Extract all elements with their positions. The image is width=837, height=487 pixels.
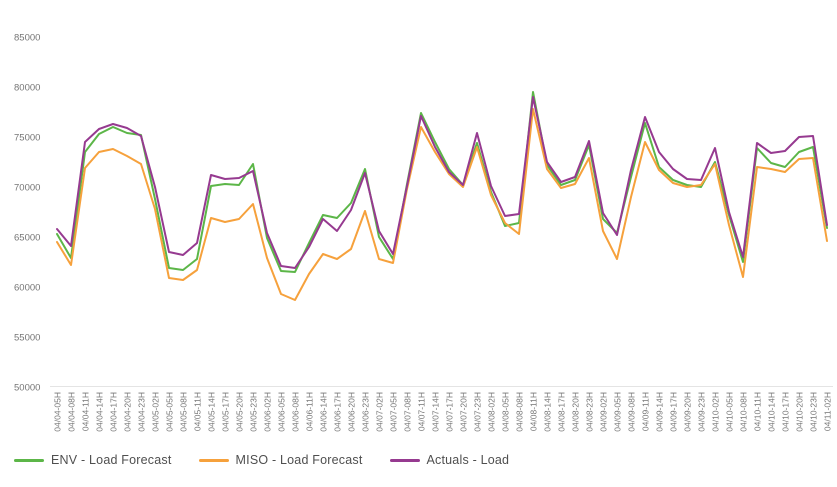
chart-legend: ENV - Load Forecast MISO - Load Forecast… <box>14 453 509 467</box>
x-axis-tick-label: 04/08-08H <box>515 392 525 432</box>
x-axis-tick-label: 04/04-17H <box>109 392 119 432</box>
x-axis-tick-label: 04/10-17H <box>781 392 791 432</box>
legend-label: Actuals - Load <box>426 453 510 467</box>
y-axis-tick-label: 70000 <box>14 183 40 194</box>
x-axis-tick-label: 04/09-14H <box>655 392 665 432</box>
legend-line-swatch-orange <box>198 458 229 462</box>
x-axis-tick-label: 04/05-23H <box>249 392 259 432</box>
x-axis-tick-label: 04/08-02H <box>487 392 497 432</box>
x-axis-tick-label: 04/08-20H <box>571 392 581 432</box>
x-axis-tick-label: 04/04-20H <box>123 392 133 432</box>
x-axis-tick-label: 04/06-05H <box>277 392 287 432</box>
legend-item-actuals-load[interactable]: Actuals - Load <box>389 453 510 467</box>
x-axis-tick-label: 04/09-05H <box>613 392 623 432</box>
x-axis-tick-label: 04/05-20H <box>235 392 245 432</box>
x-axis-tick-label: 04/08-11H <box>529 392 539 431</box>
x-axis-tick-label: 04/05-14H <box>207 392 217 432</box>
legend-label: MISO - Load Forecast <box>235 453 363 467</box>
x-axis-tick-label: 04/08-23H <box>585 392 595 432</box>
y-axis-tick-label: 50000 <box>14 383 40 394</box>
x-axis-tick-label: 04/08-14H <box>543 392 553 432</box>
x-axis-tick-label: 04/07-11H <box>417 392 427 431</box>
y-axis-tick-label: 85000 <box>14 33 40 44</box>
x-axis-tick-label: 04/04-14H <box>95 392 105 432</box>
y-axis-tick-label: 55000 <box>14 333 40 344</box>
legend-line-swatch-purple <box>389 458 420 462</box>
x-axis-tick-label: 04/09-17H <box>669 392 679 432</box>
x-axis-tick-label: 04/10-08H <box>739 392 749 432</box>
x-axis-tick-label: 04/09-11H <box>641 392 651 431</box>
y-axis-tick-label: 75000 <box>14 133 40 144</box>
x-axis-tick-label: 04/10-05H <box>725 392 735 432</box>
x-axis-tick-label: 04/07-17H <box>445 392 455 432</box>
x-axis-tick-label: 04/05-08H <box>179 392 189 432</box>
x-axis-tick-label: 04/05-11H <box>193 392 203 431</box>
x-axis-tick-label: 04/11-02H <box>823 392 833 431</box>
x-axis-tick-label: 04/08-05H <box>501 392 511 432</box>
x-axis-tick-label: 04/06-08H <box>291 392 301 432</box>
x-axis-tick-label: 04/10-23H <box>809 392 819 432</box>
x-axis-tick-label: 04/10-11H <box>753 392 763 431</box>
x-axis-tick-label: 04/06-20H <box>347 392 357 432</box>
x-axis-tick-label: 04/07-02H <box>375 392 385 432</box>
x-axis-tick-label: 04/04-11H <box>81 392 91 431</box>
legend-line-swatch-green <box>14 458 44 462</box>
chart-plot-area: 85000 80000 75000 70000 65000 60000 55000 50000… <box>14 33 833 432</box>
x-axis-tick-label: 04/05-17H <box>221 392 231 432</box>
series-line-env-load-forecast <box>56 91 828 273</box>
x-axis-tick-label: 04/09-02H <box>599 392 609 432</box>
x-axis-tick-label: 04/09-23H <box>697 392 707 432</box>
legend-item-env-load-forecast[interactable]: ENV - Load Forecast <box>14 453 172 467</box>
x-axis-tick-label: 04/06-14H <box>319 392 329 432</box>
x-axis-tick-label: 04/08-17H <box>557 392 567 432</box>
y-axis-tick-label: 65000 <box>14 233 40 244</box>
x-axis-tick-label: 04/10-14H <box>767 392 777 432</box>
series-line-miso-load-forecast <box>56 108 828 301</box>
x-axis-tick-label: 04/05-05H <box>165 392 175 432</box>
y-axis-tick-label: 60000 <box>14 283 40 294</box>
x-axis-tick-label: 04/05-02H <box>151 392 161 432</box>
y-axis-tick-label: 80000 <box>14 83 40 94</box>
x-axis-tick-label: 04/10-02H <box>711 392 721 432</box>
x-axis-tick-label: 04/06-23H <box>361 392 371 432</box>
x-axis-tick-label: 04/07-08H <box>403 392 413 432</box>
x-axis-tick-label: 04/07-14H <box>431 392 441 432</box>
x-axis-tick-label: 04/04-08H <box>67 392 77 432</box>
x-axis-tick-label: 04/09-08H <box>627 392 637 432</box>
x-axis-tick-label: 04/06-17H <box>333 392 343 432</box>
legend-label: ENV - Load Forecast <box>51 453 172 467</box>
x-axis-tick-label: 04/04-05H <box>53 392 63 432</box>
legend-item-miso-load-forecast[interactable]: MISO - Load Forecast <box>198 453 363 467</box>
x-axis-tick-label: 04/04-23H <box>137 392 147 432</box>
x-axis-tick-label: 04/07-23H <box>473 392 483 432</box>
x-axis-tick-label: 04/06-02H <box>263 392 273 432</box>
x-axis-tick-label: 04/07-20H <box>459 392 469 432</box>
x-axis-tick-label: 04/10-20H <box>795 392 805 432</box>
series-line-actuals-load <box>56 96 828 269</box>
x-axis-tick-label: 04/07-05H <box>389 392 399 432</box>
x-axis-tick-label: 04/09-20H <box>683 392 693 432</box>
x-axis-tick-label: 04/06-11H <box>305 392 315 431</box>
